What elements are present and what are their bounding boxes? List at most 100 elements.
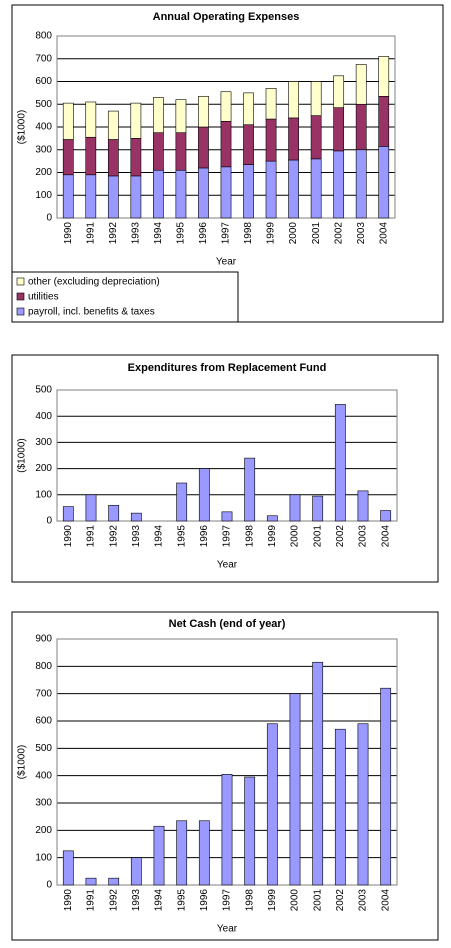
bar-segment — [130, 175, 142, 219]
y-tick-label: 200 — [35, 825, 52, 836]
y-axis-label: ($1000) — [17, 745, 28, 779]
bar-segment — [288, 117, 299, 161]
y-tick-label: 400 — [35, 770, 52, 781]
x-tick-label: 2003 — [356, 222, 367, 245]
bar-segment — [333, 150, 345, 219]
bar-segment — [243, 164, 254, 219]
y-tick-label: 600 — [35, 716, 52, 727]
bar — [130, 512, 142, 522]
bar — [153, 825, 165, 886]
bar — [130, 857, 142, 886]
bar — [198, 820, 210, 886]
bar-segment — [378, 146, 390, 219]
bar — [289, 494, 301, 522]
x-axis-label: Year — [217, 924, 238, 935]
bar-segment — [220, 91, 232, 122]
x-tick-label: 2000 — [290, 889, 301, 912]
bar-segment — [288, 81, 299, 119]
bar-segment — [333, 107, 345, 152]
x-tick-label: 2004 — [380, 889, 391, 912]
x-tick-label: 1997 — [221, 222, 232, 245]
y-tick-label: 500 — [35, 385, 52, 396]
y-tick-label: 0 — [46, 880, 52, 891]
bar — [62, 506, 74, 522]
y-tick-label: 800 — [35, 661, 52, 672]
x-tick-label: 1994 — [154, 889, 165, 912]
bar — [357, 490, 369, 522]
bar-segment — [62, 174, 74, 219]
bar-segment — [198, 167, 209, 219]
bar — [266, 723, 278, 886]
legend-swatch — [16, 277, 25, 286]
bar — [312, 661, 324, 886]
bar — [334, 728, 346, 886]
x-tick-label: 1998 — [244, 525, 255, 548]
y-tick-label: 800 — [35, 31, 52, 42]
x-tick-label: 1991 — [85, 222, 96, 245]
bar-segment — [153, 169, 164, 219]
x-tick-label: 1996 — [199, 525, 210, 548]
bar-segment — [85, 101, 97, 138]
bar — [357, 723, 369, 886]
bar — [244, 776, 256, 886]
chart-title: Net Cash (end of year) — [169, 618, 286, 630]
x-tick-label: 1996 — [198, 222, 209, 245]
bar-segment — [107, 139, 119, 177]
bar-segment — [107, 175, 119, 219]
x-tick-label: 1995 — [176, 525, 187, 548]
chart-title: Expenditures from Replacement Fund — [128, 362, 327, 374]
bar-segment — [198, 126, 209, 169]
chart-title: Annual Operating Expenses — [153, 11, 300, 23]
bar-segment — [310, 115, 322, 160]
y-tick-label: 100 — [35, 852, 52, 863]
bar — [85, 494, 97, 522]
legend-swatch — [16, 292, 25, 301]
x-tick-label: 1998 — [244, 889, 255, 912]
bar — [312, 495, 324, 522]
bar — [85, 877, 97, 886]
bar-segment — [333, 75, 345, 108]
bar — [176, 482, 188, 522]
y-tick-label: 300 — [35, 144, 52, 155]
bar-segment — [175, 99, 187, 133]
y-tick-label: 700 — [35, 688, 52, 699]
bar — [380, 687, 392, 886]
bar-segment — [62, 102, 74, 140]
bar-segment — [130, 138, 142, 177]
x-tick-label: 2002 — [333, 222, 344, 245]
bar — [334, 404, 346, 522]
bar-segment — [107, 110, 119, 140]
x-tick-label: 1992 — [108, 222, 119, 245]
x-tick-label: 1991 — [86, 889, 97, 912]
chart: Net Cash (end of year) 0 100 200 300 400 500 60… — [11, 611, 439, 941]
x-tick-label: 2003 — [358, 889, 369, 912]
x-tick-label: 1995 — [176, 889, 187, 912]
y-tick-label: 400 — [35, 411, 52, 422]
x-tick-label: 2003 — [358, 525, 369, 548]
x-tick-label: 1990 — [63, 525, 74, 548]
bar-segment — [85, 174, 97, 219]
x-tick-label: 1990 — [63, 889, 74, 912]
bar — [198, 468, 210, 522]
x-tick-label: 1990 — [63, 222, 74, 245]
bar — [221, 773, 233, 886]
x-tick-label: 2000 — [288, 222, 299, 245]
bar-segment — [153, 97, 164, 133]
x-tick-label: 1999 — [266, 222, 277, 245]
bar-segment — [85, 136, 97, 176]
bar-segment — [198, 95, 209, 128]
x-tick-label: 2002 — [335, 525, 346, 548]
bar-segment — [153, 132, 164, 171]
x-tick-label: 2000 — [290, 525, 301, 548]
bar — [266, 515, 278, 522]
bar-segment — [175, 132, 187, 171]
x-tick-label: 1993 — [131, 889, 142, 912]
bar — [380, 510, 392, 522]
bar — [221, 511, 233, 522]
bar-segment — [355, 103, 367, 151]
bar-segment — [355, 64, 367, 105]
bar — [244, 457, 256, 522]
bar — [108, 877, 120, 886]
y-tick-label: 0 — [46, 516, 52, 527]
legend-label: utilities — [28, 292, 59, 303]
